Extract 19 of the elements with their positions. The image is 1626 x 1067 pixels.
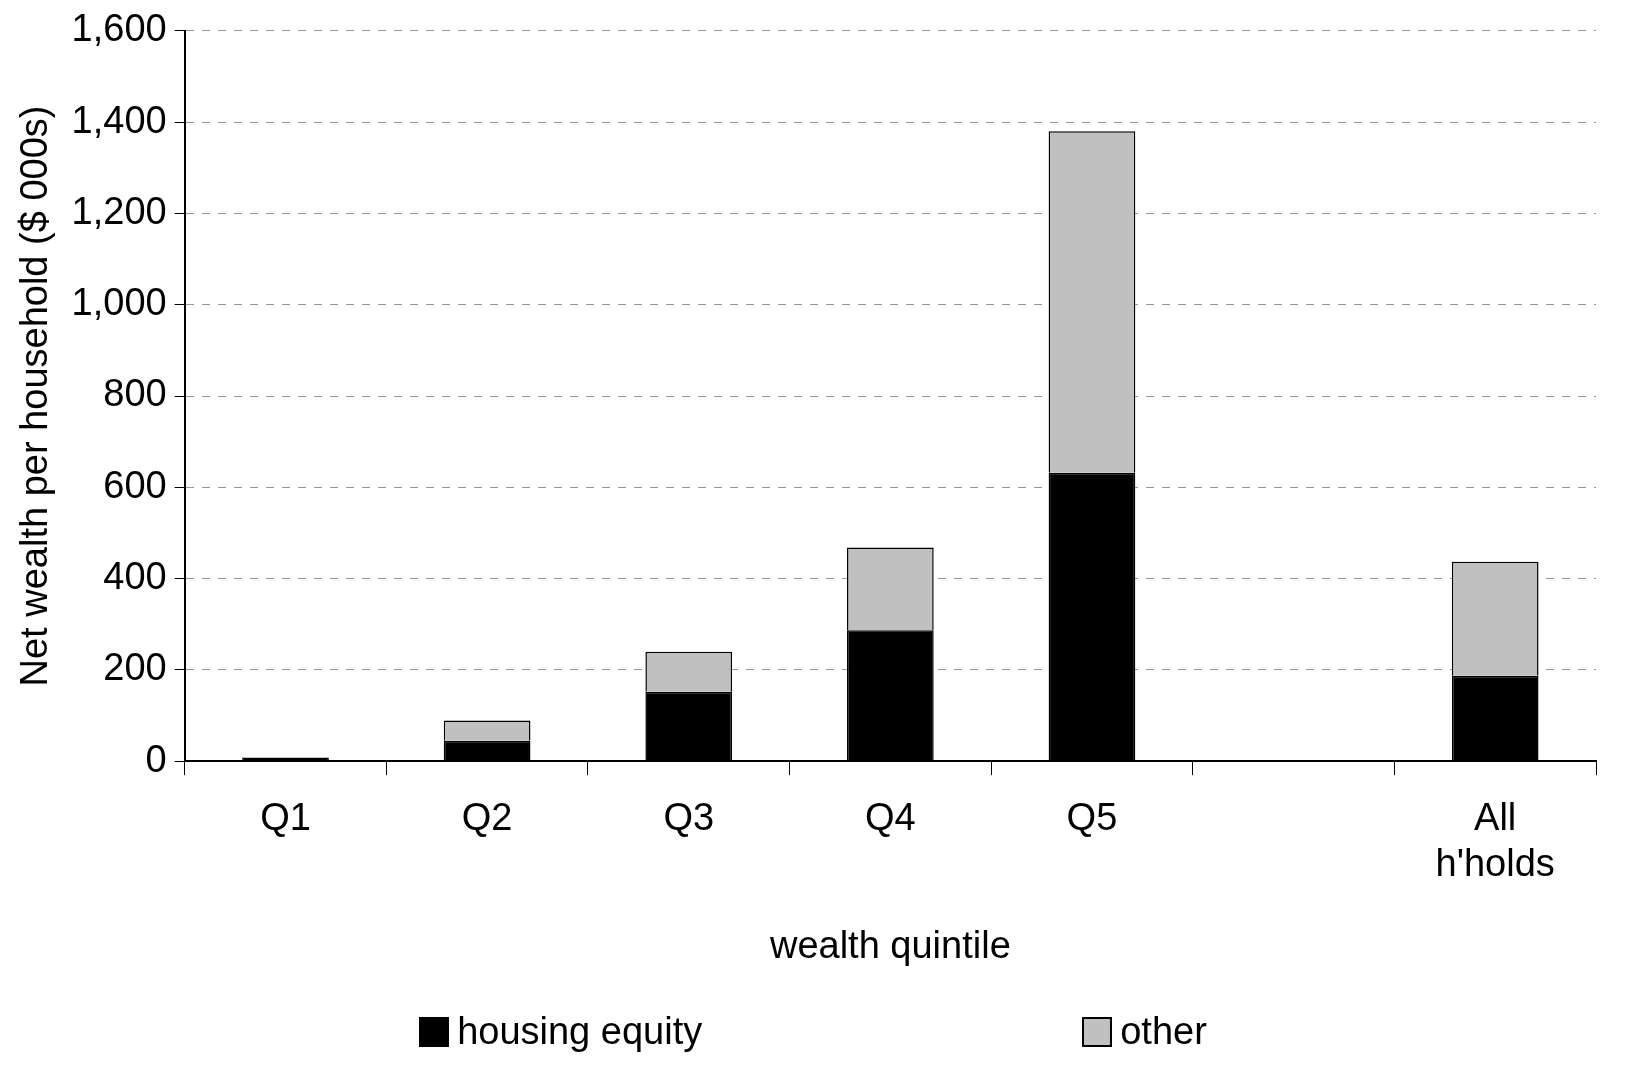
y-tick-label: 1,000 (71, 281, 167, 324)
legend-label: other (1120, 1010, 1207, 1053)
x-tick-label: Q4 (864, 796, 916, 839)
y-tick-label: 400 (103, 555, 167, 598)
y-tick-label: 0 (145, 737, 167, 780)
x-tick-label: Q3 (663, 796, 715, 839)
x-tick-label: Q1 (260, 796, 311, 839)
y-tick-label: 1,600 (71, 7, 167, 50)
y-tick-label: 200 (103, 646, 167, 689)
x-tick-label: Q2 (461, 796, 513, 839)
y-tick-label: 1,400 (71, 98, 167, 141)
y-tick-label: 600 (103, 463, 167, 506)
x-tick-label: Q5 (1066, 796, 1118, 839)
y-tick-label: 800 (103, 372, 167, 415)
x-tick-label: All h'holds (1435, 796, 1555, 885)
legend-label: housing equity (457, 1010, 703, 1053)
x-axis-title: wealth quintile (768, 923, 1011, 966)
y-tick-label: 1,200 (71, 189, 167, 232)
y-axis-title: Net wealth per household ($ 000s) (13, 105, 56, 687)
